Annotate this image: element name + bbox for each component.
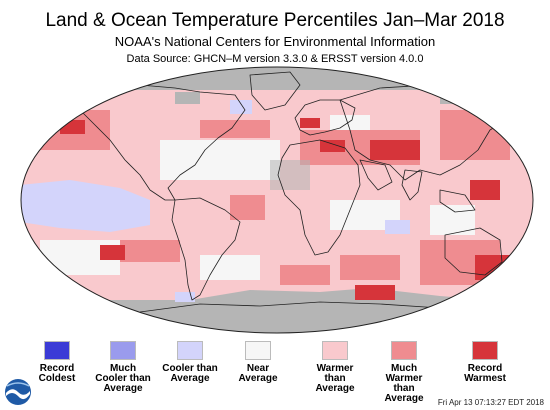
legend-label: Near Average [238, 363, 278, 384]
no-data-arctic [21, 67, 533, 90]
legend-label: Warmer than Average [315, 363, 355, 394]
legend-item-record-warmest: Record Warmest [455, 341, 515, 384]
legend-item-warmer: Warmer than Average [305, 341, 365, 394]
much-warmer-sindian [340, 255, 400, 280]
much-warmer-spacific [120, 240, 180, 262]
legend-item-much-cooler: Much Cooler than Average [93, 341, 153, 394]
no-data-southern [190, 288, 490, 302]
legend-label: Record Warmest [464, 363, 506, 384]
timestamp: Fri Apr 13 07:13:27 EDT 2018 [437, 398, 544, 407]
no-data-siberia [440, 90, 470, 104]
cooler-southern [175, 292, 195, 302]
legend-item-cooler: Cooler than Average [160, 341, 220, 384]
record-warmest-southern [355, 285, 395, 300]
legend-swatch [472, 341, 498, 360]
legend-swatch [44, 341, 70, 360]
legend-item-much-warmer: Much Warmer than Average [374, 341, 434, 404]
legend-label: Record Coldest [38, 363, 76, 384]
page-subtitle: NOAA's National Centers for Environmenta… [114, 34, 436, 49]
legend-label: Cooler than Average [162, 363, 218, 384]
record-warmest-europe [300, 118, 320, 128]
page-title: Land & Ocean Temperature Percentiles Jan… [45, 10, 505, 31]
legend-item-record-coldest: Record Coldest [27, 341, 87, 384]
record-warmest-mediterranean [320, 140, 345, 152]
legend-item-near-average: Near Average [228, 341, 288, 384]
world-map [20, 66, 534, 334]
legend-swatch [177, 341, 203, 360]
legend-swatch [110, 341, 136, 360]
record-warmest-npacific [60, 120, 85, 134]
legend-label: Much Cooler than Average [95, 363, 151, 394]
no-data-antarctic [21, 300, 533, 333]
map-border [20, 66, 534, 334]
record-warmest-wpacific [470, 180, 500, 200]
record-warmest-spacific [100, 245, 125, 260]
near-average-atlantic [160, 140, 280, 180]
noaa-logo-icon [5, 379, 31, 405]
record-warmest-tasman [475, 255, 510, 280]
cooler-indian [385, 220, 410, 234]
cooler-epacific [21, 180, 150, 232]
much-warmer-natlantic [200, 120, 270, 138]
legend-swatch [245, 341, 271, 360]
cooler-arctic-canada [230, 100, 252, 114]
data-source: Data Source: GHCN–M version 3.3.0 & ERSS… [126, 53, 424, 65]
record-warmest-asia [370, 140, 420, 160]
legend-swatch [391, 341, 417, 360]
no-data-africa [270, 160, 310, 190]
much-warmer-catlantic [230, 195, 265, 220]
legend-label: Much Warmer than Average [384, 363, 424, 404]
no-data-canada [175, 92, 200, 104]
legend-swatch [322, 341, 348, 360]
much-warmer-soatlantic [280, 265, 330, 285]
